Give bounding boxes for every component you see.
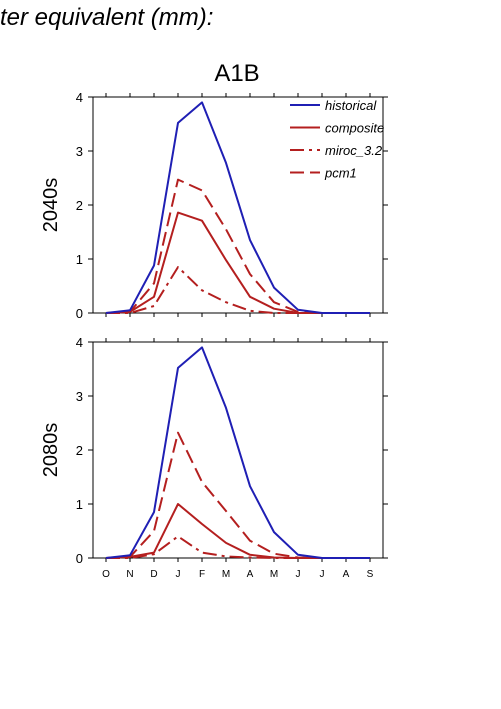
panel-ylabel: 2080s xyxy=(40,423,62,478)
series-line-composite xyxy=(105,503,370,559)
y-tick-label: 3 xyxy=(76,389,83,404)
x-tick-label: J xyxy=(320,569,325,580)
series-line-miroc_3_2 xyxy=(106,535,370,559)
legend-label-composite: composite xyxy=(325,121,384,136)
legend-label-pcm1: pcm1 xyxy=(324,166,357,181)
x-tick-label: A xyxy=(343,569,350,580)
panel-ylabel: 2040s xyxy=(40,178,62,233)
legend-label-historical: historical xyxy=(325,98,377,113)
legend: historical composite miroc_3.2 pcm1 xyxy=(290,98,384,181)
x-tick-label: O xyxy=(102,569,110,580)
page-header-text: ter equivalent (mm): xyxy=(0,4,214,31)
series-line-historical xyxy=(105,346,370,559)
panels-layer: 0 1 2 3 4 2040s 0 1 2 3 4 O N D J F M A M J J A S 2080s historic… xyxy=(40,90,388,580)
series-line-miroc_3_2 xyxy=(106,266,370,314)
y-tick-label: 2 xyxy=(76,198,83,213)
y-tick-label: 0 xyxy=(76,306,83,321)
x-tick-label: S xyxy=(367,569,374,580)
legend-label-miroc_3_2: miroc_3.2 xyxy=(325,143,383,158)
x-tick-label: J xyxy=(176,569,181,580)
series-line-pcm1 xyxy=(105,431,370,559)
x-tick-label: M xyxy=(270,569,278,580)
y-tick-label: 1 xyxy=(76,497,83,512)
y-tick-label: 1 xyxy=(76,252,83,267)
x-tick-label: A xyxy=(247,569,254,580)
x-tick-label: F xyxy=(199,569,205,580)
panel-2: 0 1 2 3 4 O N D J F M A M J J A S 2080s xyxy=(40,335,388,580)
scenario-title: A1B xyxy=(214,60,259,87)
panel-1: 0 1 2 3 4 2040s xyxy=(40,90,388,321)
series-line-historical xyxy=(105,101,370,314)
series-line-composite xyxy=(105,211,370,314)
y-tick-label: 4 xyxy=(76,90,83,105)
y-tick-label: 0 xyxy=(76,551,83,566)
x-tick-label: N xyxy=(126,569,133,580)
y-tick-label: 4 xyxy=(76,335,83,350)
x-tick-label: J xyxy=(296,569,301,580)
y-tick-label: 3 xyxy=(76,144,83,159)
x-tick-label: D xyxy=(150,569,157,580)
y-tick-label: 2 xyxy=(76,443,83,458)
x-tick-label: M xyxy=(222,569,230,580)
